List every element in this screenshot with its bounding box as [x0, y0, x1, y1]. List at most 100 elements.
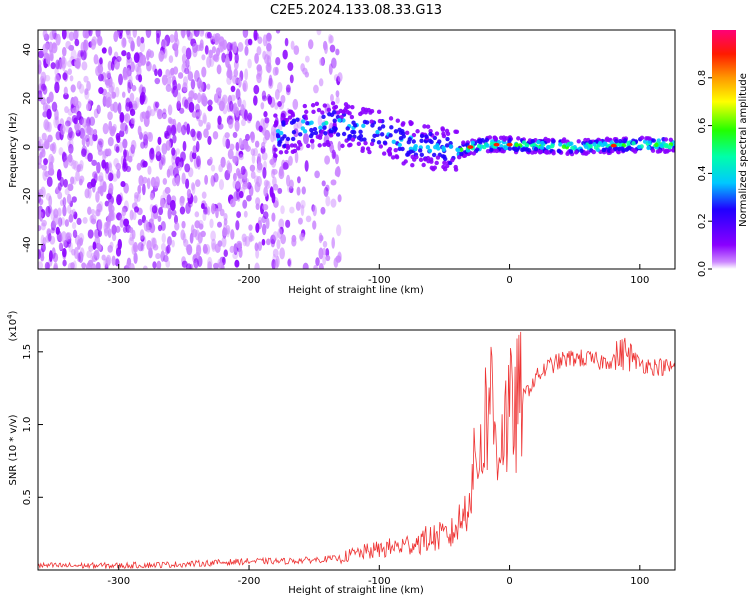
spectrogram-cell [117, 238, 122, 250]
spectrogram-cell [454, 129, 460, 134]
spectrogram-cell [320, 110, 325, 115]
spectrogram-cell [176, 100, 181, 110]
spectrogram-cell [242, 199, 248, 209]
spectrogram-x-tick-label: 0 [506, 275, 512, 286]
spectrogram-cell [110, 91, 117, 99]
spectrogram-cell [230, 85, 236, 93]
spectrogram-cell [606, 148, 612, 153]
spectrogram-cell [352, 123, 358, 128]
spectrogram-cell [332, 105, 337, 111]
spectrogram-cell [172, 167, 179, 178]
spectrogram-cell [81, 145, 88, 156]
spectrogram-cell [38, 50, 45, 59]
spectrogram-cell [475, 147, 480, 152]
spectrogram-cell [120, 122, 125, 132]
spectrogram-cell [271, 212, 276, 222]
spectrogram-cell [179, 107, 185, 114]
spectrogram-cell [289, 179, 294, 189]
spectrogram-cell [218, 179, 225, 191]
spectrogram-cell [494, 148, 499, 154]
spectrogram-cell [254, 181, 261, 193]
spectrogram-cell [348, 142, 353, 148]
spectrogram-cell [328, 35, 334, 44]
spectrogram-cell [105, 99, 111, 108]
spectrogram-cell [177, 92, 181, 104]
spectrogram-cell [140, 159, 146, 168]
spectrogram-cell [155, 30, 161, 39]
spectrogram-cell [129, 226, 134, 234]
spectrogram-cell [264, 117, 270, 124]
spectrogram-cell [166, 168, 171, 178]
spectrogram-cell [211, 46, 217, 54]
spectrogram-cell [93, 108, 99, 119]
spectrogram-cell [41, 132, 47, 141]
spectrogram-cell [78, 83, 85, 94]
spectrogram-cell [297, 217, 303, 225]
spectrogram-cell [168, 55, 174, 63]
spectrogram-cell [671, 148, 675, 153]
spectrogram-cell [551, 139, 556, 144]
spectrogram-cell [137, 184, 142, 194]
spectrogram-cell [97, 138, 104, 146]
snr-y-tick-label: 1.0 [22, 417, 33, 433]
spectrogram-cell [441, 145, 446, 150]
spectrogram-cell [191, 228, 198, 238]
spectrogram-cell [66, 116, 72, 127]
spectrogram-cell [154, 101, 160, 109]
spectrogram-cell [419, 138, 424, 144]
spectrogram-cell [277, 142, 282, 147]
spectrogram-cell [41, 83, 47, 91]
spectrogram-cell [195, 140, 200, 153]
spectrogram-cell [143, 138, 149, 149]
spectrogram-cell [277, 187, 283, 194]
spectrogram-cell [90, 263, 97, 269]
spectrogram-cell [213, 172, 219, 183]
spectrogram-cell [210, 203, 216, 215]
spectrogram-cell [146, 61, 152, 72]
spectrogram-cell [129, 146, 135, 158]
spectrogram-cell [167, 236, 172, 247]
spectrogram-cell [657, 148, 662, 154]
spectrogram-cell [191, 151, 197, 160]
spectrogram-y-tick-label: -40 [22, 236, 33, 252]
spectrogram-cell [153, 181, 160, 189]
spectrogram-cell [299, 232, 306, 241]
spectrogram-cell [631, 141, 636, 146]
spectrogram-cell [289, 74, 294, 84]
spectrogram-cell [404, 130, 410, 136]
spectrogram-cell [157, 224, 163, 232]
spectrogram-cell [64, 106, 69, 114]
spectrogram-cell [118, 141, 123, 153]
spectrogram-cell [63, 178, 68, 188]
spectrogram-cell [115, 146, 120, 154]
spectrogram-cell [109, 241, 114, 249]
snr-series-line [38, 331, 675, 570]
spectrogram-cell [204, 45, 209, 55]
spectrogram-cell [195, 103, 200, 114]
spectrogram-cell [428, 131, 433, 137]
spectrogram-cell [573, 150, 579, 155]
spectrogram-cell [323, 131, 328, 136]
spectrogram-cell [111, 255, 116, 266]
spectrogram-cell [240, 165, 246, 175]
spectrogram-cell [137, 125, 142, 136]
spectrogram-cell [271, 192, 276, 204]
spectrogram-cell [304, 71, 310, 78]
spectrogram-cell [60, 123, 66, 136]
spectrogram-cell [139, 112, 144, 123]
spectrogram-cell [413, 146, 418, 152]
spectrogram-cell [91, 36, 98, 46]
spectrogram-cell [492, 135, 497, 140]
spectrogram-cell [157, 109, 162, 117]
spectrogram-cell [339, 114, 344, 120]
spectrogram-cell [127, 81, 132, 94]
spectrogram-cell [193, 195, 198, 204]
spectrogram-cell [68, 31, 75, 42]
spectrogram-cell [312, 220, 317, 230]
colorbar: 0.0 0.2 0.4 0.6 0.8 Normalized spectral ampl… [697, 30, 749, 277]
spectrogram-cell [55, 226, 60, 235]
spectrogram-cell [38, 207, 42, 220]
spectrogram-cell [266, 42, 272, 52]
spectrogram-cell [277, 100, 282, 107]
spectrogram-cell [358, 111, 363, 117]
